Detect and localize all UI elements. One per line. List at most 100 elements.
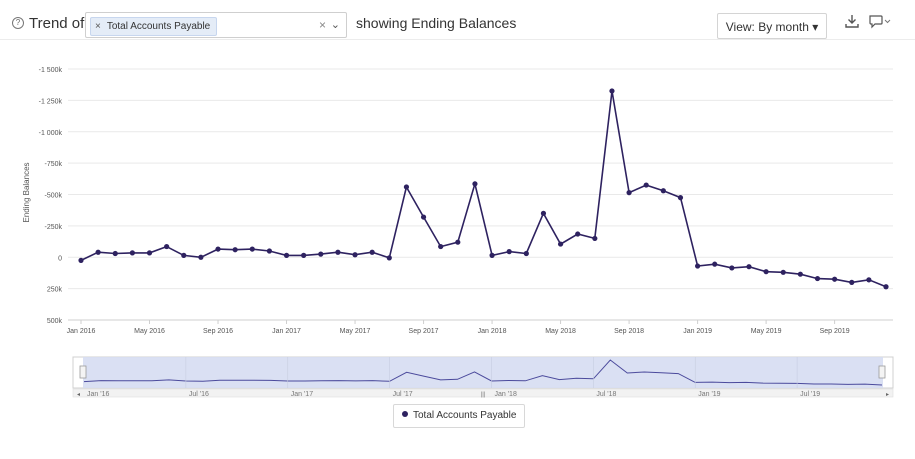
header-divider xyxy=(0,39,915,40)
data-point xyxy=(129,250,135,256)
x-tick-label: May 2016 xyxy=(134,328,165,335)
y-tick-label: -1 000k xyxy=(39,130,63,137)
y-tick-label: 0 xyxy=(58,255,62,262)
x-tick-label: May 2017 xyxy=(340,328,371,335)
data-point xyxy=(763,269,769,275)
data-point xyxy=(386,255,392,261)
data-point xyxy=(164,243,170,250)
data-point xyxy=(694,263,701,269)
data-point xyxy=(883,284,889,290)
download-icon[interactable] xyxy=(844,13,860,29)
data-point xyxy=(181,252,187,258)
x-tick-label: Sep 2017 xyxy=(409,328,439,335)
data-point xyxy=(352,252,358,258)
legend-label: Total Accounts Payable xyxy=(413,410,517,421)
navigator-right-handle xyxy=(878,365,886,379)
data-point xyxy=(609,88,615,94)
data-point xyxy=(266,248,273,254)
x-tick-label: Jan 2018 xyxy=(478,328,507,335)
navigator-label: Jul '19 xyxy=(800,391,820,398)
view-by-month-button[interactable]: View: By month ▾ xyxy=(717,13,827,39)
data-point xyxy=(557,241,564,247)
data-point xyxy=(660,188,666,194)
clear-selection-icon[interactable]: × xyxy=(318,18,326,32)
data-point xyxy=(832,276,838,282)
scroll-left-arrow-icon: ◂ xyxy=(77,392,80,398)
data-point xyxy=(369,249,375,255)
data-point xyxy=(780,269,786,275)
data-point xyxy=(301,252,307,258)
data-point xyxy=(249,246,255,252)
navigator-label: Jul '16 xyxy=(189,391,209,398)
y-tick-label: -750k xyxy=(44,161,62,168)
y-axis-title: Ending Balances xyxy=(22,162,31,222)
data-point xyxy=(797,271,803,277)
data-point xyxy=(78,257,84,263)
y-tick-label: 250k xyxy=(47,287,63,294)
x-tick-label: Sep 2019 xyxy=(820,328,850,335)
chevron-down-icon[interactable]: ⌄ xyxy=(330,19,340,31)
data-point xyxy=(335,249,341,255)
help-icon[interactable]: ? xyxy=(12,17,24,29)
navigator-series-line xyxy=(83,359,883,386)
navigator-label: Jan '16 xyxy=(87,391,109,398)
y-tick-label: -500k xyxy=(44,193,62,200)
x-tick-label: Jan 2019 xyxy=(683,328,712,335)
navigator-label: Jan '19 xyxy=(698,391,720,398)
data-point xyxy=(712,261,718,267)
data-point xyxy=(592,235,598,242)
data-point xyxy=(232,247,238,253)
x-tick-label: Sep 2018 xyxy=(614,328,644,335)
data-point xyxy=(438,243,444,250)
data-point xyxy=(95,249,101,255)
data-point xyxy=(318,251,324,257)
y-tick-label: 500k xyxy=(47,318,63,325)
data-point xyxy=(643,182,649,188)
data-point xyxy=(420,214,427,220)
navigator-label: Jan '17 xyxy=(291,391,313,398)
x-tick-label: May 2018 xyxy=(545,328,576,335)
data-point xyxy=(729,265,735,271)
data-point xyxy=(198,254,204,260)
data-point xyxy=(677,195,684,201)
scroll-right-arrow-icon: ▸ xyxy=(886,392,889,398)
navigator-left-handle xyxy=(79,365,87,379)
series-line xyxy=(80,90,887,288)
legend-item[interactable]: Total Accounts Payable xyxy=(393,404,526,428)
x-tick-label: Sep 2016 xyxy=(203,328,233,335)
data-point xyxy=(626,190,632,196)
y-tick-label: -1 500k xyxy=(39,67,63,74)
toolbar: ? Trend of × Total Accounts Payable × ⌄ s… xyxy=(0,0,915,45)
data-point xyxy=(283,252,290,258)
data-point xyxy=(489,252,495,258)
navigator-label: Jul '18 xyxy=(596,391,616,398)
showing-label: showing Ending Balances xyxy=(356,15,517,31)
data-point xyxy=(523,250,529,257)
selected-account-label: Total Accounts Payable xyxy=(106,21,211,32)
data-point xyxy=(215,246,221,252)
y-tick-label: -1 250k xyxy=(39,98,63,105)
data-point xyxy=(112,250,118,257)
data-point xyxy=(472,181,478,187)
data-point xyxy=(575,231,581,237)
data-point xyxy=(455,239,461,245)
scroll-grip-icon: ||| xyxy=(481,392,486,398)
data-point xyxy=(814,275,821,282)
chip-remove-icon[interactable]: × xyxy=(95,21,101,32)
y-tick-label: -250k xyxy=(44,224,62,231)
data-point xyxy=(746,264,752,270)
x-tick-label: Jan 2017 xyxy=(272,328,301,335)
data-point xyxy=(403,184,410,190)
data-point xyxy=(540,210,547,216)
selected-account-chip: × Total Accounts Payable xyxy=(90,17,218,36)
account-selector[interactable]: × Total Accounts Payable × ⌄ xyxy=(85,12,347,38)
navigator-label: Jul '17 xyxy=(393,391,413,398)
data-point xyxy=(146,250,153,256)
data-point xyxy=(849,279,855,285)
navigator-label: Jan '18 xyxy=(494,391,516,398)
legend-marker-icon xyxy=(402,411,408,418)
navigator-scrollbar xyxy=(72,388,894,398)
comment-icon[interactable] xyxy=(868,13,892,29)
trend-of-label: Trend of xyxy=(29,15,85,32)
